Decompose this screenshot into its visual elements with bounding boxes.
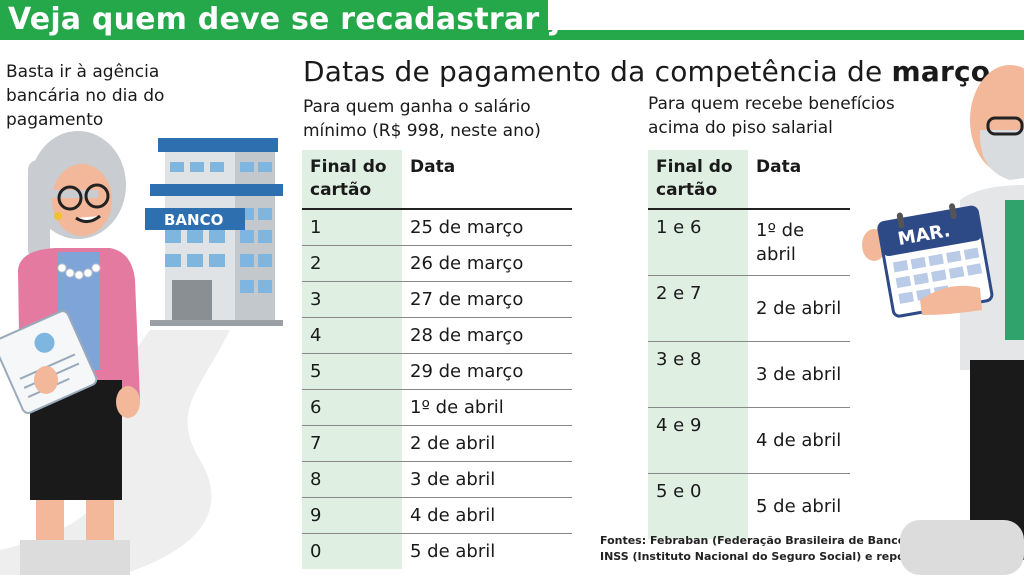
table1-subtitle: Para quem ganha o salário mínimo (R$ 998… [303,97,541,141]
date-cell: 5 de abril [756,495,842,517]
table-row: 5 e 0 5 de abril [648,473,850,539]
header-band [0,0,548,40]
card-ending-cell: 8 [302,461,402,498]
date-cell: 26 de março [402,245,572,282]
sources-line-2: INSS (Instituto Nacional do Seguro Socia… [600,550,950,563]
date-cell: 3 de abril [402,461,572,498]
card-ending-cell: 6 [302,389,402,426]
card-ending-cell: 1 [302,209,402,246]
col-header-date: Data [402,150,572,210]
page-title: Veja quem deve se recadastrar já [8,2,581,37]
section-title: Datas de pagamento da competência de mar… [303,55,990,88]
date-cell: 2 de abril [402,425,572,462]
intro-text: Basta ir à agência bancária no dia do pa… [6,62,165,130]
date-cell: 25 de março [402,209,572,246]
table-row: 2 26 de março [302,245,572,282]
col-header-date: Data [748,150,850,210]
date-cell: 4 de abril [402,497,572,534]
card-ending-cell: 5 [302,353,402,390]
table-row: 4 28 de março [302,317,572,354]
date-cell: 27 de março [402,281,572,318]
table-header-row: Final do cartão Data [302,150,572,210]
table-minimum-wage: Final do cartão Data 1 25 de março 2 26 de… [302,150,572,569]
section-title-bold: março [891,55,991,88]
card-ending-cell: 4 [302,317,402,354]
date-cell: 1º de abril [402,389,572,426]
table-row: 1 25 de março [302,209,572,246]
table-above-minimum: Final do cartão Data 1 e 6 1º de abril 2 … [648,150,850,539]
table-row: 0 5 de abril [302,533,572,569]
card-ending-cell: 3 [302,281,402,318]
card-ending-cell: 2 e 7 [648,275,748,342]
date-cell: 3 de abril [748,341,850,408]
section-title-prefix: Datas de pagamento da competência de [303,55,892,88]
bank-illustration: BANCO [0,131,283,575]
date-cell: 4 de abril [748,407,850,474]
table-row: 1 e 6 1º de abril [648,209,850,276]
sources-note: Fontes: Febraban (Federação Brasileira d… [600,533,950,565]
table2-subtitle: Para quem recebe benefícios acima do pis… [648,94,895,138]
card-ending-cell: 4 e 9 [648,407,748,474]
bank-sign: BANCO [164,211,223,229]
table-row: 3 27 de março [302,281,572,318]
card-ending-cell: 3 e 8 [648,341,748,408]
sources-line-1: Fontes: Febraban (Federação Brasileira d… [600,534,922,547]
card-ending-cell: 5 e 0 [648,473,748,539]
elderly-man-icon [862,65,1024,575]
date-cell: 2 de abril [748,275,850,342]
col-header-card: Final do cartão [648,150,748,210]
date-cell: 29 de março [402,353,572,390]
table-row: 6 1º de abril [302,389,572,426]
bank-building-icon: BANCO [145,138,283,326]
table-row: 5 29 de março [302,353,572,390]
date-cell: 1º de abril [748,209,850,276]
elderly-woman-icon [0,131,140,575]
card-ending-cell: 0 [302,533,402,569]
card-ending-cell: 7 [302,425,402,462]
header-rule [548,30,1024,40]
col-header-card: Final do cartão [302,150,402,210]
card-ending-cell: 2 [302,245,402,282]
date-cell: 28 de março [402,317,572,354]
card-ending-cell: 9 [302,497,402,534]
table-header-row: Final do cartão Data [648,150,850,210]
elderly-man-illustration: MAR. [862,65,1024,575]
card-ending-cell: 1 e 6 [648,209,748,276]
date-cell: 5 de abril [410,541,496,562]
